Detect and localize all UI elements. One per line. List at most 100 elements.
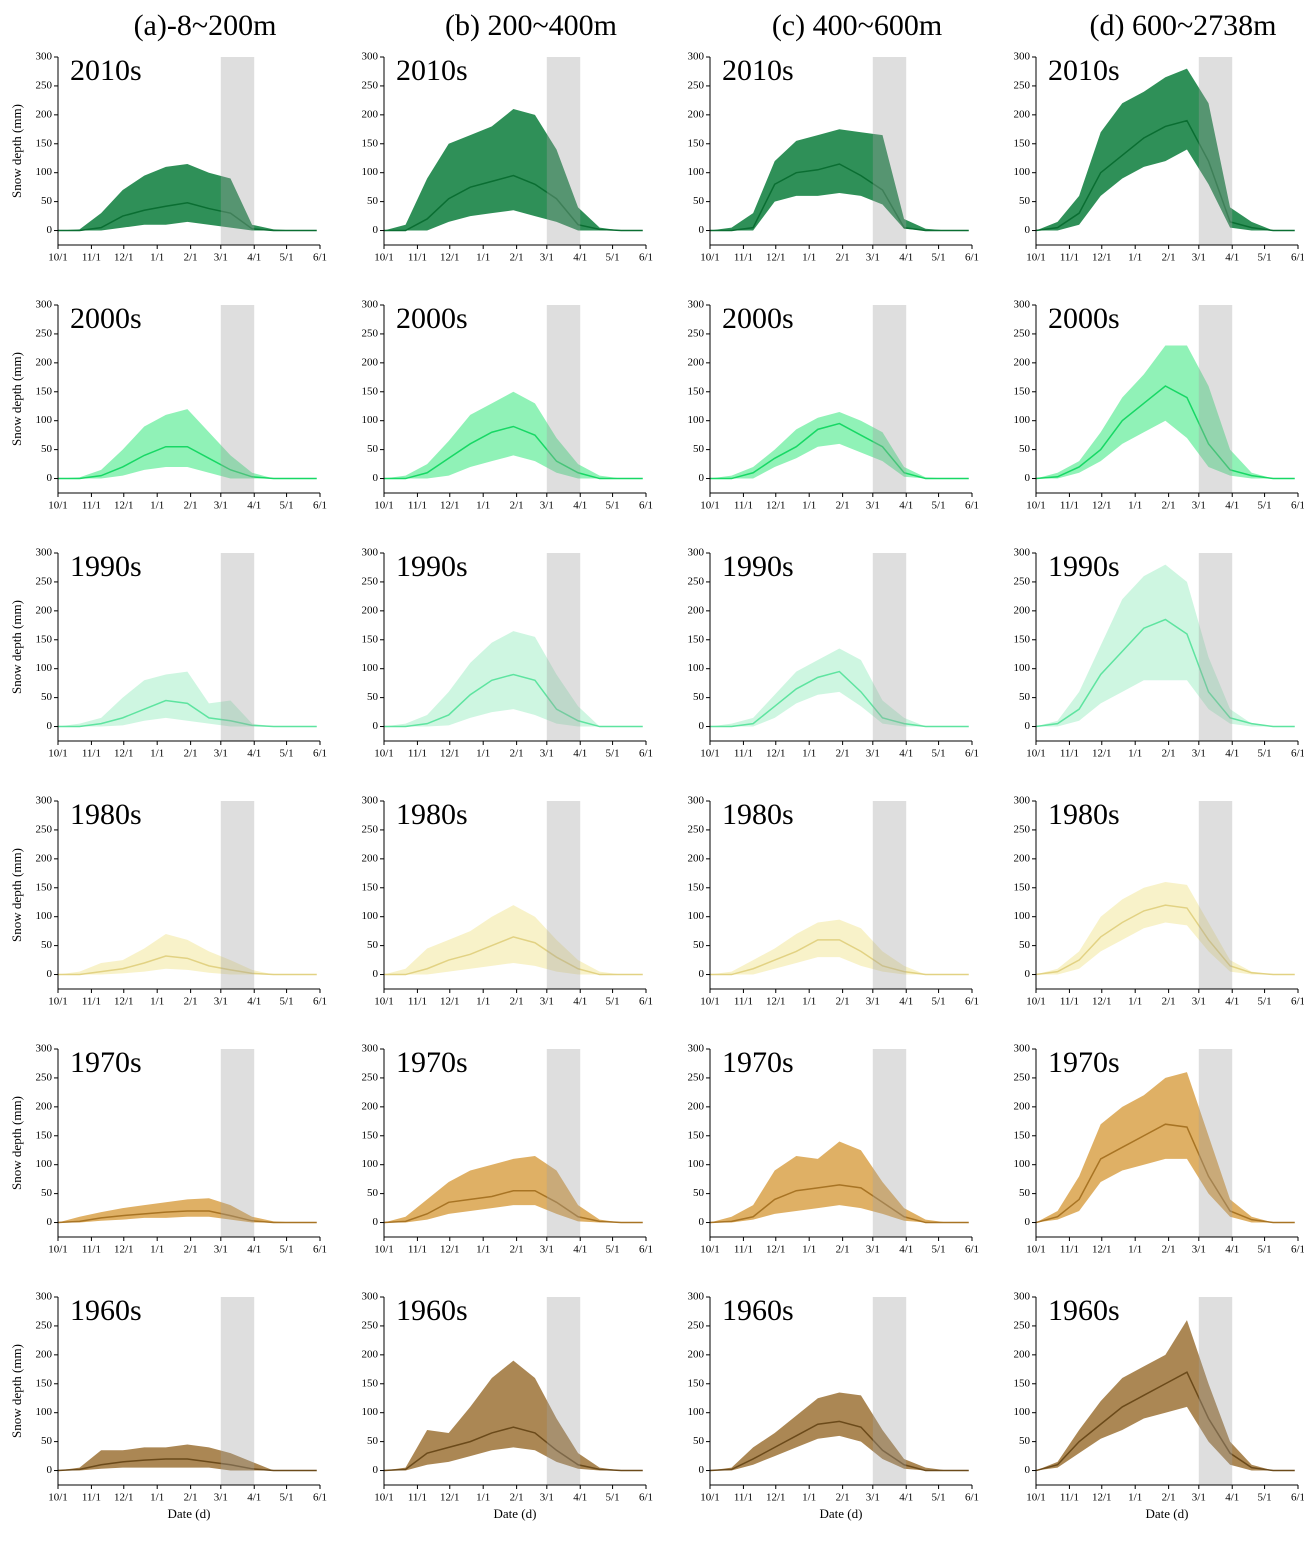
x-tick-label: 1/1	[150, 1244, 164, 1256]
y-axis-label: Snow depth (mm)	[9, 104, 24, 198]
y-tick-label: 250	[362, 575, 379, 587]
x-tick-label: 11/1	[408, 500, 427, 512]
band	[1036, 68, 1295, 231]
mean-line	[1035, 1123, 1295, 1224]
y-tick-label: 150	[362, 881, 379, 893]
x-tick-label: 11/1	[82, 500, 101, 512]
x-tick-label: 12/1	[766, 996, 786, 1008]
x-tick-label: 5/1	[932, 252, 946, 264]
x-tick-label: 4/1	[573, 1492, 587, 1504]
y-tick-label: 0	[373, 968, 379, 980]
x-tick-label: 3/1	[214, 500, 228, 512]
y-tick-label: 250	[688, 1319, 705, 1331]
y-tick-label: 50	[367, 195, 379, 207]
mean-line	[384, 936, 643, 976]
x-tick-label: 5/1	[280, 1492, 294, 1504]
x-tick-label: 3/1	[540, 1492, 554, 1504]
x-tick-label: 12/1	[1092, 1492, 1112, 1504]
y-tick-label: 200	[362, 356, 379, 368]
x-tick-label: 5/1	[932, 996, 946, 1008]
y-tick-label: 50	[1019, 1187, 1031, 1199]
x-tick-label: 12/1	[766, 748, 786, 760]
x-tick-label: 2/1	[1162, 500, 1176, 512]
y-tick-label: 250	[36, 1319, 53, 1331]
x-tick-label: 11/1	[1060, 748, 1079, 760]
x-tick-label: 4/1	[247, 1492, 261, 1504]
band	[710, 1392, 969, 1471]
y-tick-label: 50	[693, 691, 705, 703]
x-tick-label: 10/1	[700, 996, 720, 1008]
x-tick-label: 10/1	[1026, 996, 1046, 1008]
x-tick-label: 6/1	[313, 996, 327, 1008]
x-axis-label: Date (d)	[168, 1506, 211, 1521]
x-tick-label: 2/1	[836, 1492, 850, 1504]
band	[384, 391, 643, 479]
x-tick-label: 5/1	[606, 996, 620, 1008]
y-tick-label: 200	[688, 852, 705, 864]
y-tick-label: 250	[1014, 575, 1031, 587]
y-tick-label: 150	[362, 137, 379, 149]
x-tick-label: 2/1	[510, 1244, 524, 1256]
y-tick-label: 0	[47, 1216, 53, 1228]
x-tick-label: 11/1	[1060, 1492, 1079, 1504]
x-tick-label: 12/1	[440, 996, 460, 1008]
mean-line	[57, 1458, 317, 1472]
x-tick-label: 12/1	[766, 1244, 786, 1256]
band	[710, 129, 969, 231]
x-tick-label: 6/1	[313, 1492, 327, 1504]
y-tick-label: 150	[362, 633, 379, 645]
x-tick-label: 3/1	[866, 748, 880, 760]
y-tick-label: 150	[362, 385, 379, 397]
x-tick-label: 10/1	[374, 1244, 394, 1256]
y-tick-label: 200	[1014, 604, 1031, 616]
x-tick-label: 12/1	[1092, 252, 1112, 264]
x-tick-label: 2/1	[1162, 748, 1176, 760]
y-tick-label: 50	[41, 939, 53, 951]
x-tick-label: 2/1	[184, 1244, 198, 1256]
y-tick-label: 100	[1014, 166, 1031, 178]
x-tick-label: 2/1	[1162, 1492, 1176, 1504]
highlight-period	[872, 1049, 907, 1237]
x-tick-label: 3/1	[540, 996, 554, 1008]
x-tick-label: 6/1	[1291, 500, 1304, 512]
y-tick-label: 0	[699, 720, 705, 732]
y-tick-label: 300	[1014, 1291, 1031, 1303]
y-axis-label: Snow depth (mm)	[9, 600, 24, 694]
column-title: (d) 600~2738m	[1089, 9, 1276, 42]
x-tick-label: 12/1	[1092, 996, 1112, 1008]
y-tick-label: 0	[1025, 472, 1031, 484]
x-tick-label: 1/1	[802, 996, 816, 1008]
y-tick-label: 0	[47, 472, 53, 484]
x-tick-label: 11/1	[734, 252, 753, 264]
x-tick-label: 4/1	[573, 252, 587, 264]
x-tick-label: 2/1	[510, 500, 524, 512]
x-tick-label: 1/1	[476, 748, 490, 760]
x-tick-label: 1/1	[1128, 500, 1142, 512]
mean-line	[1035, 618, 1295, 728]
x-tick-label: 12/1	[440, 748, 460, 760]
x-tick-label: 10/1	[700, 748, 720, 760]
panel-title: 1960s	[1048, 1294, 1120, 1327]
y-tick-label: 200	[362, 604, 379, 616]
x-tick-label: 3/1	[214, 1244, 228, 1256]
y-tick-label: 100	[1014, 1158, 1031, 1170]
x-tick-label: 6/1	[639, 1492, 653, 1504]
panel-title: 1990s	[396, 550, 468, 583]
x-tick-label: 11/1	[82, 252, 101, 264]
x-tick-label: 10/1	[48, 748, 68, 760]
x-tick-label: 11/1	[734, 996, 753, 1008]
highlight-period	[220, 553, 255, 741]
y-tick-label: 200	[1014, 1348, 1031, 1360]
y-tick-label: 250	[1014, 823, 1031, 835]
column-title: (b) 200~400m	[445, 9, 617, 42]
panel-title: 1970s	[1048, 1046, 1120, 1079]
panel-title: 1970s	[70, 1046, 142, 1079]
x-tick-label: 3/1	[214, 996, 228, 1008]
y-tick-label: 100	[688, 662, 705, 674]
y-tick-label: 200	[688, 1100, 705, 1112]
x-tick-label: 1/1	[150, 996, 164, 1008]
y-tick-label: 100	[362, 910, 379, 922]
x-tick-label: 3/1	[1192, 996, 1206, 1008]
x-tick-label: 5/1	[280, 1244, 294, 1256]
